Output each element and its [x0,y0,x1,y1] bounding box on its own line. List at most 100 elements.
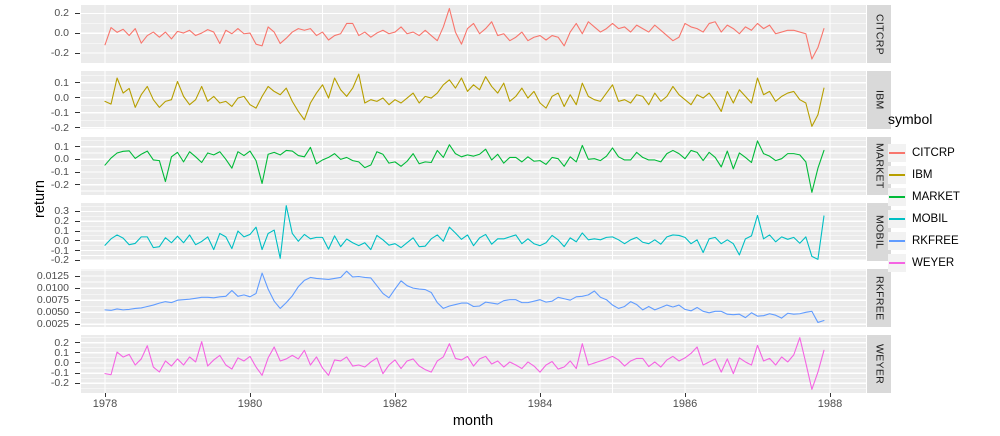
x-tick-label: 1978 [92,398,118,410]
series-line-weyer [104,337,825,390]
y-tick-label: 0.2 [54,7,69,20]
legend-label-rkfree: RKFREE [912,235,959,247]
y-tick-label: -0.2 [50,178,69,191]
y-tick-label: -0.2 [50,377,69,390]
legend-key-mobil [888,210,906,228]
facet-strip-weyer: WEYER [867,335,891,393]
y-tick-mark [75,240,80,242]
x-tick-mark [684,393,686,397]
x-tick-label: 1982 [382,398,408,410]
y-tick-label: 0.0050 [36,306,69,319]
facet-strip-rkfree: RKFREE [867,269,891,327]
y-tick-mark [75,184,80,186]
y-tick-label: 0.0100 [36,282,69,295]
x-tick-label: 1984 [527,398,553,410]
legend-key-line-market [889,196,905,198]
legend-entry-market: MARKET [888,186,998,208]
legend-label-weyer: WEYER [912,257,955,269]
facet-plot-area-market [81,137,866,195]
facet-panel-weyer [81,335,866,393]
y-tick-mark [75,342,80,344]
y-tick-mark [75,259,80,261]
y-tick-label: -0.1 [50,166,69,179]
y-tick-label: 0.1 [54,140,69,153]
legend-entry-weyer: WEYER [888,252,998,274]
y-tick-label: 0.2 [54,336,69,349]
legend-label-market: MARKET [912,191,960,203]
y-tick-label: 0.3 [54,205,69,218]
y-tick-mark [75,382,80,384]
facet-panel-mobil [81,203,866,261]
series-line-market [104,140,825,193]
series-line-mobil [104,205,825,260]
y-tick-mark [75,362,80,364]
y-tick-label: 0.0125 [36,270,69,282]
facet-strip-label-weyer: WEYER [873,343,886,384]
y-tick-label: -0.2 [50,121,69,134]
y-tick-label: 0.0 [54,234,69,247]
x-tick-mark [249,393,251,397]
y-tick-label: -0.1 [50,106,69,119]
legend-label-ibm: IBM [912,169,933,181]
y-tick-label: 0.0075 [36,294,69,307]
facet-strip-label-ibm: IBM [873,90,886,110]
legend-key-market [888,188,906,206]
x-tick-mark [539,393,541,397]
y-tick-mark [75,12,80,14]
y-tick-label: 0.0025 [36,318,69,331]
facet-plot-area-rkfree [81,269,866,327]
y-tick-mark [75,220,80,222]
facet-plot-area-mobil [81,203,866,261]
legend-key-weyer [888,254,906,272]
legend-key-ibm [888,166,906,184]
x-tick-label: 1980 [237,398,263,410]
y-tick-mark [75,210,80,212]
facet-panel-ibm [81,71,866,129]
x-axis-title: month [452,413,494,429]
x-tick-mark [104,393,106,397]
legend: symbol CITCRP IBM MARKET MOBIL RKFREE WEYER [888,110,998,274]
facet-panel-citcrp [81,5,866,63]
y-tick-label: 0.1 [54,76,69,89]
facet-strip-label-market: MARKET [873,143,886,189]
y-tick-mark [75,230,80,232]
y-tick-mark [75,127,80,129]
y-tick-mark [75,146,80,148]
y-tick-label: 0.0 [54,356,69,369]
y-tick-label: 0.0 [54,153,69,166]
legend-key-line-weyer [889,262,905,264]
legend-entry-rkfree: RKFREE [888,230,998,252]
legend-entry-mobil: MOBIL [888,208,998,230]
legend-key-rkfree [888,232,906,250]
legend-label-mobil: MOBIL [912,213,948,225]
y-tick-mark [75,171,80,173]
legend-key-line-rkfree [889,240,905,242]
facet-plot-area-citcrp [81,5,866,63]
y-tick-mark [75,323,80,325]
legend-entry-citcrp: CITCRP [888,142,998,164]
facet-panel-rkfree [81,269,866,327]
y-tick-mark [75,311,80,313]
y-tick-label: -0.1 [50,244,69,257]
facet-plot-area-weyer [81,335,866,393]
facet-strip-mobil: MOBIL [867,203,891,261]
y-tick-mark [75,372,80,374]
y-tick-mark [75,299,80,301]
series-line-citcrp [104,7,825,60]
y-tick-mark [75,97,80,99]
legend-key-line-ibm [889,174,905,176]
legend-entries: CITCRP IBM MARKET MOBIL RKFREE WEYER [888,142,998,274]
legend-key-line-mobil [889,218,905,220]
y-tick-label: -0.2 [50,47,69,60]
facet-strip-ibm: IBM [867,71,891,129]
facet-strip-label-mobil: MOBIL [873,214,886,250]
facet-strip-label-citcrp: CITCRP [873,13,886,55]
y-tick-label: 0.1 [54,225,69,238]
y-tick-mark [75,158,80,160]
y-tick-mark [75,112,80,114]
legend-label-citcrp: CITCRP [912,147,955,159]
legend-key-citcrp [888,144,906,162]
legend-title: symbol [888,111,933,127]
y-tick-label: 0.0 [54,91,69,104]
x-tick-label: 1986 [672,398,698,410]
